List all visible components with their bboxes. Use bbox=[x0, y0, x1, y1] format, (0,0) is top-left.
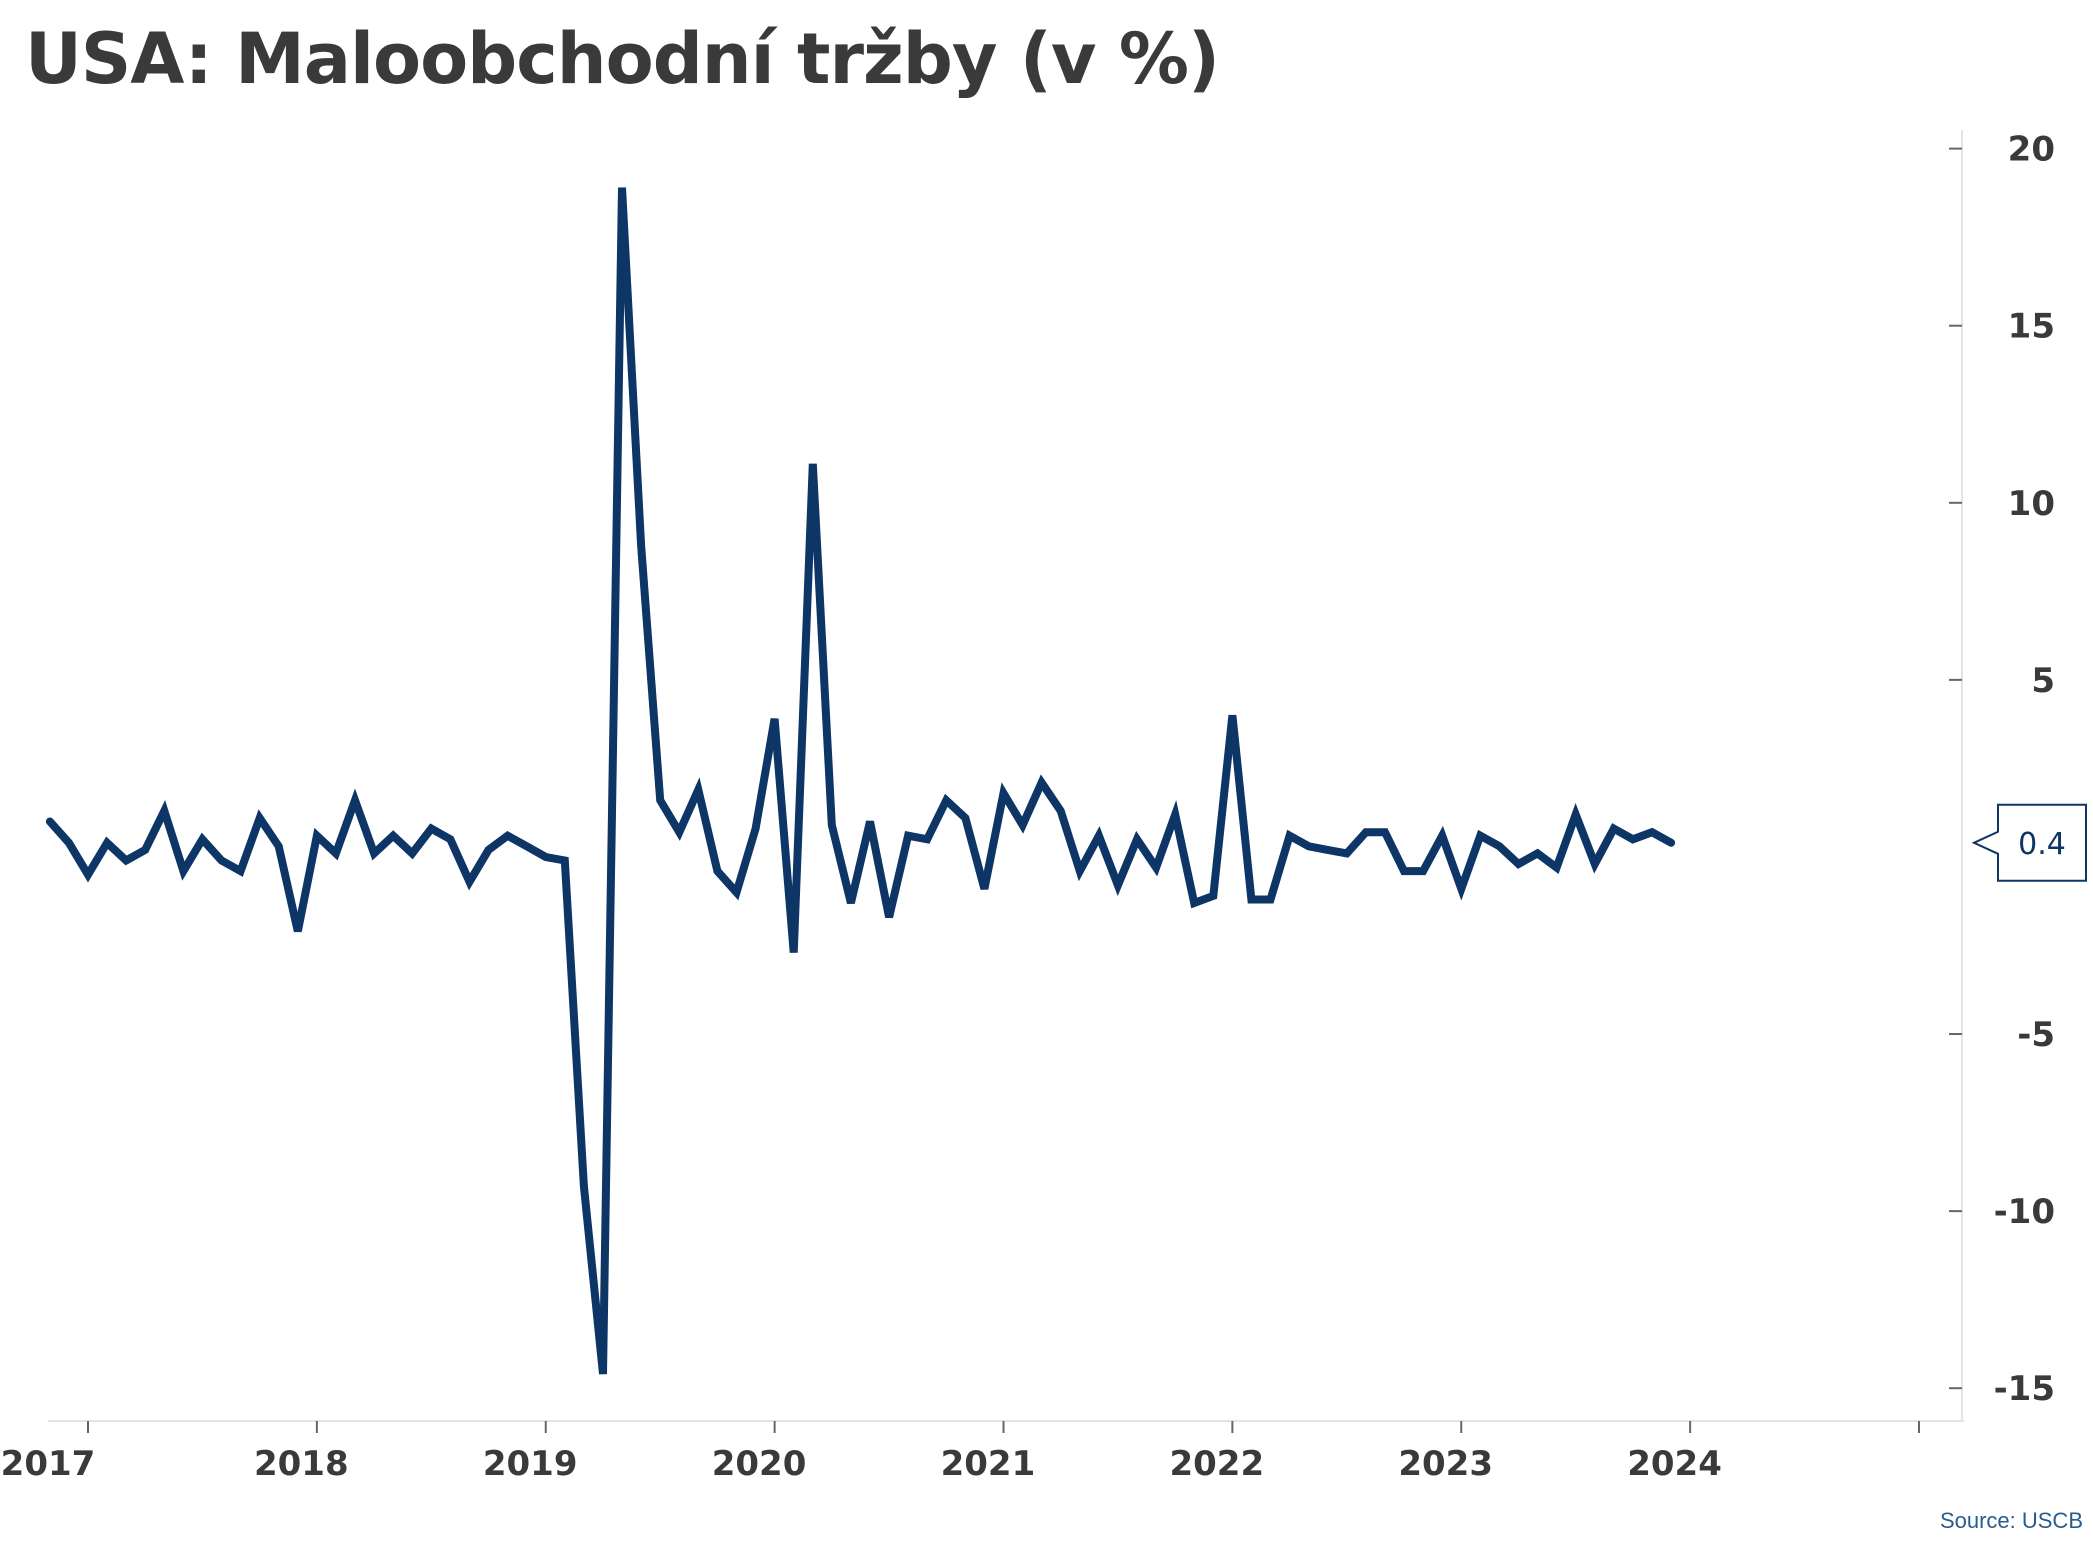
x-tick-label: 2017 bbox=[1, 1444, 96, 1484]
y-tick-label: 15 bbox=[2008, 307, 2055, 347]
last-value-box bbox=[1971, 803, 2087, 882]
x-tick-label: 2020 bbox=[712, 1444, 807, 1484]
x-tick-label: 2019 bbox=[483, 1444, 578, 1484]
x-tick-label: 2024 bbox=[1627, 1444, 1722, 1484]
y-tick-label: 20 bbox=[2008, 130, 2055, 170]
y-tick-label: 5 bbox=[2031, 661, 2055, 701]
y-tick-label: -10 bbox=[1994, 1192, 2055, 1232]
series-line bbox=[45, 187, 1676, 1375]
y-tick-label: -15 bbox=[1994, 1369, 2055, 1409]
chart-title: USA: Maloobchodní tržby (v %) bbox=[25, 18, 1220, 100]
axes: -15 -10 -5 5 10 15 20 2017 2018 2019 2020 2021 2022 2… bbox=[1, 130, 2055, 1484]
y-tick-label: 10 bbox=[2008, 484, 2055, 524]
last-value-label: 0.4 bbox=[2018, 827, 2066, 862]
last-value-callout: 0.4 bbox=[1971, 803, 2087, 882]
x-tick-label: 2023 bbox=[1398, 1444, 1493, 1484]
series-layer bbox=[45, 187, 1676, 1375]
x-tick-label: 2021 bbox=[941, 1444, 1036, 1484]
x-tick-label: 2022 bbox=[1169, 1444, 1264, 1484]
y-tick-label: -5 bbox=[2017, 1015, 2055, 1055]
x-tick-label: 2018 bbox=[254, 1444, 349, 1484]
source-note: Source: USCB bbox=[1939, 1508, 2083, 1533]
